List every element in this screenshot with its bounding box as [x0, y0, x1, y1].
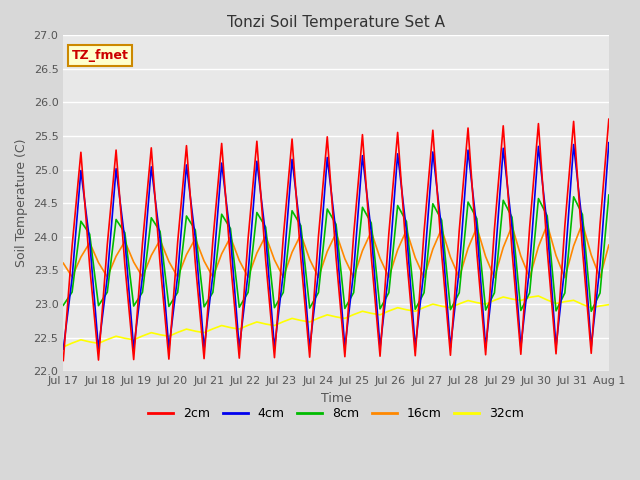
- Title: Tonzi Soil Temperature Set A: Tonzi Soil Temperature Set A: [227, 15, 445, 30]
- Y-axis label: Soil Temperature (C): Soil Temperature (C): [15, 139, 28, 267]
- X-axis label: Time: Time: [321, 392, 351, 405]
- Legend: 2cm, 4cm, 8cm, 16cm, 32cm: 2cm, 4cm, 8cm, 16cm, 32cm: [143, 402, 529, 425]
- Text: TZ_fmet: TZ_fmet: [72, 49, 129, 62]
